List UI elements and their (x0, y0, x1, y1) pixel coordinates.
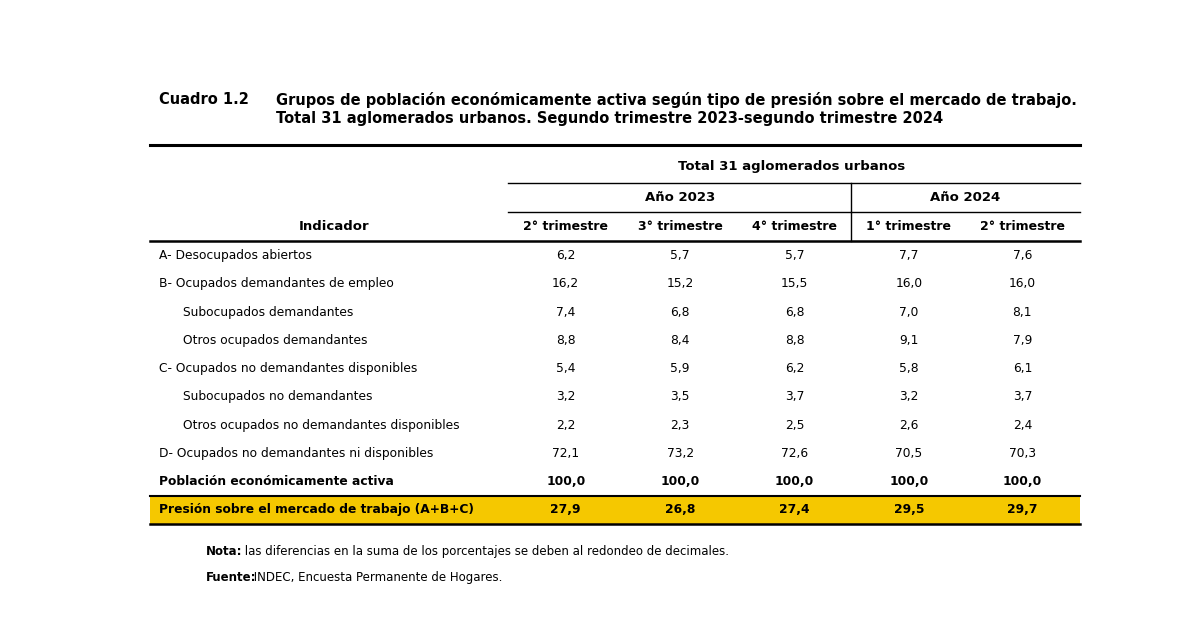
Text: 2,5: 2,5 (785, 419, 804, 431)
Text: 7,7: 7,7 (899, 249, 918, 262)
Text: 5,4: 5,4 (556, 362, 576, 375)
Text: 70,5: 70,5 (895, 447, 923, 460)
Text: 8,8: 8,8 (556, 334, 576, 347)
Text: Otros ocupados no demandantes disponibles: Otros ocupados no demandantes disponible… (182, 419, 460, 431)
Text: 8,8: 8,8 (785, 334, 804, 347)
Text: 16,0: 16,0 (1009, 278, 1036, 290)
Text: Subocupados no demandantes: Subocupados no demandantes (182, 390, 372, 403)
Text: 5,9: 5,9 (671, 362, 690, 375)
Text: 3,7: 3,7 (785, 390, 804, 403)
Text: 6,2: 6,2 (785, 362, 804, 375)
Text: D- Ocupados no demandantes ni disponibles: D- Ocupados no demandantes ni disponible… (160, 447, 433, 460)
Text: Subocupados demandantes: Subocupados demandantes (182, 306, 353, 319)
Text: 3,7: 3,7 (1013, 390, 1032, 403)
Text: Cuadro 1.2: Cuadro 1.2 (160, 92, 250, 107)
Text: 100,0: 100,0 (889, 475, 929, 488)
Text: 100,0: 100,0 (775, 475, 814, 488)
Text: 9,1: 9,1 (899, 334, 918, 347)
Text: Nota:: Nota: (206, 545, 242, 558)
Text: 15,2: 15,2 (666, 278, 694, 290)
Text: 2° trimestre: 2° trimestre (980, 220, 1064, 233)
Text: 8,4: 8,4 (671, 334, 690, 347)
Text: 5,7: 5,7 (785, 249, 804, 262)
Text: Grupos de población económicamente activa según tipo de presión sobre el mercado: Grupos de población económicamente activ… (276, 92, 1076, 108)
Text: Año 2024: Año 2024 (930, 191, 1001, 204)
Text: 7,6: 7,6 (1013, 249, 1032, 262)
Text: las diferencias en la suma de los porcentajes se deben al redondeo de decimales.: las diferencias en la suma de los porcen… (241, 545, 730, 558)
Text: Indicador: Indicador (299, 220, 368, 233)
Text: 27,4: 27,4 (779, 504, 810, 516)
Text: A- Desocupados abiertos: A- Desocupados abiertos (160, 249, 312, 262)
Text: 4° trimestre: 4° trimestre (752, 220, 836, 233)
Text: 100,0: 100,0 (660, 475, 700, 488)
Text: Total 31 aglomerados urbanos: Total 31 aglomerados urbanos (678, 160, 905, 173)
Text: 70,3: 70,3 (1009, 447, 1036, 460)
Text: 3,2: 3,2 (556, 390, 575, 403)
Text: 72,1: 72,1 (552, 447, 580, 460)
Text: 16,0: 16,0 (895, 278, 923, 290)
Text: 100,0: 100,0 (546, 475, 586, 488)
Text: 27,9: 27,9 (551, 504, 581, 516)
Text: 72,6: 72,6 (781, 447, 808, 460)
Text: 16,2: 16,2 (552, 278, 580, 290)
Text: INDEC, Encuesta Permanente de Hogares.: INDEC, Encuesta Permanente de Hogares. (251, 571, 503, 583)
Text: C- Ocupados no demandantes disponibles: C- Ocupados no demandantes disponibles (160, 362, 418, 375)
Text: 5,7: 5,7 (671, 249, 690, 262)
Text: 7,4: 7,4 (556, 306, 575, 319)
Text: Año 2023: Año 2023 (644, 191, 715, 204)
Text: Presión sobre el mercado de trabajo (A+B+C): Presión sobre el mercado de trabajo (A+B… (160, 504, 474, 516)
Text: 29,7: 29,7 (1007, 504, 1038, 516)
Text: 15,5: 15,5 (781, 278, 808, 290)
Text: Total 31 aglomerados urbanos. Segundo trimestre 2023-segundo trimestre 2024: Total 31 aglomerados urbanos. Segundo tr… (276, 111, 943, 126)
Text: B- Ocupados demandantes de empleo: B- Ocupados demandantes de empleo (160, 278, 394, 290)
Text: 2,2: 2,2 (556, 419, 575, 431)
Text: 7,0: 7,0 (899, 306, 918, 319)
Text: 73,2: 73,2 (666, 447, 694, 460)
Text: 29,5: 29,5 (894, 504, 924, 516)
Text: 6,8: 6,8 (671, 306, 690, 319)
Text: 6,1: 6,1 (1013, 362, 1032, 375)
Bar (150, 496, 1080, 524)
Text: 3,5: 3,5 (671, 390, 690, 403)
Text: 5,8: 5,8 (899, 362, 919, 375)
Text: Otros ocupados demandantes: Otros ocupados demandantes (182, 334, 367, 347)
Text: Fuente:: Fuente: (206, 571, 257, 583)
Text: 2° trimestre: 2° trimestre (523, 220, 608, 233)
Text: 2,3: 2,3 (671, 419, 690, 431)
Text: 3° trimestre: 3° trimestre (637, 220, 722, 233)
Text: 6,2: 6,2 (556, 249, 575, 262)
Text: 3,2: 3,2 (899, 390, 918, 403)
Text: 1° trimestre: 1° trimestre (866, 220, 952, 233)
Text: 8,1: 8,1 (1013, 306, 1032, 319)
Text: 2,4: 2,4 (1013, 419, 1032, 431)
Text: 100,0: 100,0 (1003, 475, 1042, 488)
Text: Población económicamente activa: Población económicamente activa (160, 475, 394, 488)
Text: 6,8: 6,8 (785, 306, 804, 319)
Text: 7,9: 7,9 (1013, 334, 1032, 347)
Text: 26,8: 26,8 (665, 504, 695, 516)
Text: 2,6: 2,6 (899, 419, 918, 431)
